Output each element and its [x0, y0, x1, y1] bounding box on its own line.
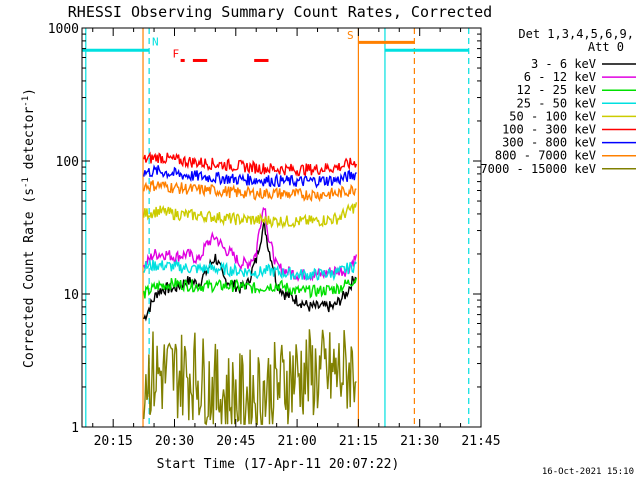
series-line-6: [143, 164, 357, 189]
x-tick-label-0: 20:15: [94, 434, 133, 449]
plot-area: NF S 20:15 20:30 20:45 21:00 21:15 21:30 21:45 1 1…: [48, 22, 501, 449]
legend-title-line1: Det 1,3,4,5,6,9,: [518, 27, 634, 41]
legend-title-line2: Att 0: [588, 40, 624, 54]
y-tick-label-2: 100: [56, 155, 79, 170]
series-line-4: [143, 202, 358, 230]
y-axis-label: Corrected Count Rate (s-1 detector-1): [21, 88, 37, 368]
y-tick-label-0: 1: [71, 421, 79, 436]
series-line-3: [143, 258, 357, 282]
y-tick-label-3: 1000: [48, 22, 79, 37]
x-tick-label-3: 21:00: [278, 434, 317, 449]
flag-label-2: S: [347, 29, 354, 42]
series-line-0: [143, 220, 357, 322]
legend-label-8: 7000 - 15000 keV: [480, 162, 596, 176]
series-line-7: [143, 180, 357, 203]
legend-label-4: 50 - 100 keV: [509, 109, 596, 123]
legend-label-5: 100 - 300 keV: [502, 123, 596, 137]
flag-label-1: F: [172, 48, 179, 61]
x-tick-label-2: 20:45: [216, 434, 255, 449]
chart-title: RHESSI Observing Summary Count Rates, Co…: [68, 3, 492, 21]
y-tick-label-1: 10: [63, 288, 79, 303]
legend-label-6: 300 - 800 keV: [502, 136, 596, 150]
series-line-2: [143, 277, 358, 299]
series-line-8: [143, 329, 357, 426]
x-tick-label-1: 20:30: [155, 434, 194, 449]
flag-label-0: N: [152, 35, 159, 48]
x-tick-label-6: 21:45: [461, 434, 500, 449]
x-tick-label-5: 21:30: [400, 434, 439, 449]
legend-label-3: 25 - 50 keV: [517, 96, 596, 110]
x-axis-label: Start Time (17-Apr-11 20:07:22): [157, 457, 400, 472]
legend-label-1: 6 - 12 keV: [524, 70, 596, 84]
legend-label-2: 12 - 25 keV: [517, 83, 596, 97]
legend-label-0: 3 - 6 keV: [531, 57, 596, 71]
plot-frame: [81, 27, 482, 428]
legend-label-7: 800 - 7000 keV: [495, 149, 596, 163]
series-line-5: [143, 151, 358, 177]
series-line-1: [143, 206, 358, 282]
timestamp-footer: 16-Oct-2021 15:10: [542, 467, 634, 477]
x-tick-label-4: 21:15: [339, 434, 378, 449]
